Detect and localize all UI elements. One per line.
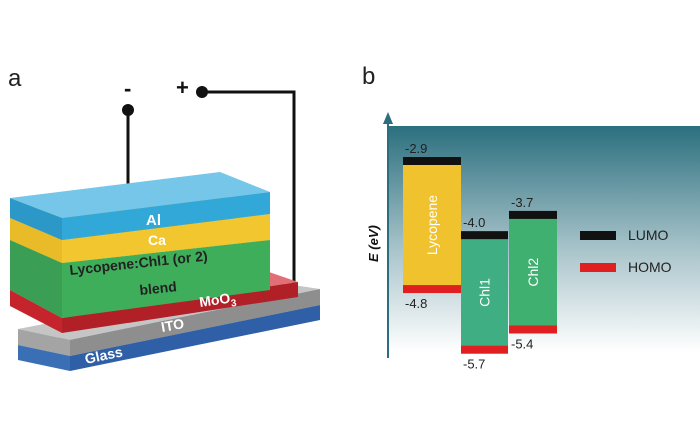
energy-levels: Lycopene -2.9 -4.8 Chl1 -4.0 -5.7 Chl2 -3.7 -5.4 bbox=[403, 141, 557, 372]
plus-sign: + bbox=[176, 75, 189, 100]
moo3-label: MoO3 bbox=[198, 289, 238, 314]
chl2-homo-value: -5.4 bbox=[511, 337, 533, 352]
lycopene-lumo-bar bbox=[403, 157, 461, 165]
legend-homo-swatch bbox=[580, 263, 616, 272]
energy-axis-label: E (eV) bbox=[366, 225, 381, 262]
chl1-lumo-bar bbox=[461, 231, 508, 240]
lycopene-homo-bar bbox=[403, 285, 461, 294]
minus-sign: - bbox=[124, 76, 131, 101]
blend-label-line2: blend bbox=[139, 278, 178, 298]
al-layer bbox=[10, 172, 270, 240]
lycopene-gap-box bbox=[403, 161, 461, 290]
al-label: Al bbox=[146, 212, 161, 229]
chl1-homo-value: -5.7 bbox=[463, 357, 485, 372]
legend-lumo-swatch bbox=[580, 231, 616, 240]
glass-label: Glass bbox=[83, 343, 124, 367]
plus-terminal bbox=[196, 86, 208, 98]
chl1-gap-box bbox=[461, 235, 508, 350]
ca-label: Ca bbox=[148, 232, 166, 248]
chl2-homo-bar bbox=[509, 325, 557, 334]
ito-label: ITO bbox=[160, 315, 186, 335]
lycopene-name-label: Lycopene bbox=[424, 195, 440, 255]
minus-terminal bbox=[122, 104, 134, 116]
lycopene-lumo-value: -2.9 bbox=[405, 141, 427, 156]
moo3-label-sub: 3 bbox=[230, 298, 237, 310]
chl2-lumo-bar bbox=[509, 210, 557, 219]
legend-lumo-label: LUMO bbox=[628, 227, 669, 243]
plus-wire bbox=[204, 90, 296, 286]
moo3-label-base: MoO bbox=[198, 290, 231, 310]
chl1-lumo-value: -4.0 bbox=[463, 215, 485, 230]
chl2-gap-box bbox=[509, 214, 557, 330]
chl2-lumo-value: -3.7 bbox=[511, 195, 533, 210]
chl1-homo-bar bbox=[461, 345, 508, 354]
chl1-name-label: Chl1 bbox=[477, 278, 493, 307]
legend-homo-label: HOMO bbox=[628, 259, 672, 275]
lycopene-homo-value: -4.8 bbox=[405, 296, 427, 311]
panel-b-label: b bbox=[362, 63, 375, 90]
panel-a-label: a bbox=[8, 65, 22, 92]
chl2-name-label: Chl2 bbox=[525, 258, 541, 287]
energy-axis-arrow bbox=[383, 112, 393, 124]
